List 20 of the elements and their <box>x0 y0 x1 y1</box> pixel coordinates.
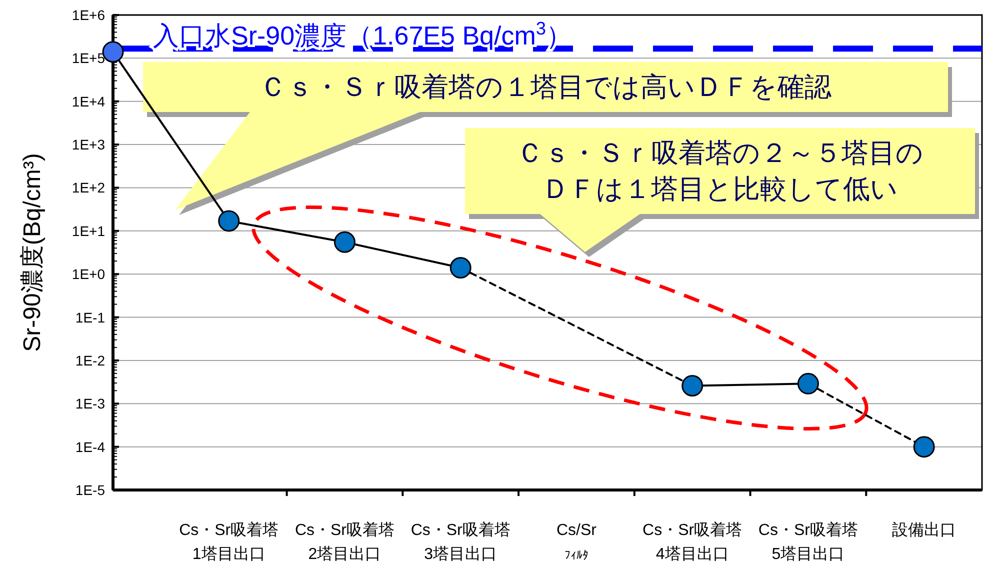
y-axis-title: Sr-90濃度(Bq/cm³) <box>19 153 46 352</box>
x-tick-label: Cs・Sr吸着塔 4塔目出口 <box>642 521 742 563</box>
y-tick-label: 1E-5 <box>75 482 106 498</box>
x-tick-label: Cs・Sr吸着塔 5塔目出口 <box>758 521 858 563</box>
x-tick-label: Cs・Sr吸着塔 3塔目出口 <box>410 521 510 563</box>
x-tick-label: Cs/Sr ﾌｨﾙﾀ <box>556 522 598 562</box>
y-tick-label: 1E+0 <box>72 266 106 282</box>
y-tick-label: 1E-4 <box>75 438 106 455</box>
y-tick-label: 1E+4 <box>72 93 106 110</box>
y-tick-label: 1E+2 <box>72 180 106 196</box>
x-tick-label: 設備出口 <box>892 521 956 539</box>
y-tick-label: 1E-3 <box>75 396 106 412</box>
y-tick-label: 1E+3 <box>72 136 106 153</box>
x-tick-label: Cs・Sr吸着塔 2塔目出口 <box>294 521 395 563</box>
y-tick-label: 1E-1 <box>75 309 106 326</box>
x-tick-label: Cs・Sr吸着塔 1塔目出口 <box>179 521 279 563</box>
y-tick-label: 1E+6 <box>72 7 106 23</box>
y-tick-label: 1E-2 <box>75 352 106 368</box>
y-tick-label: 1E+5 <box>72 50 106 66</box>
y-tick-label: 1E+1 <box>72 222 106 239</box>
